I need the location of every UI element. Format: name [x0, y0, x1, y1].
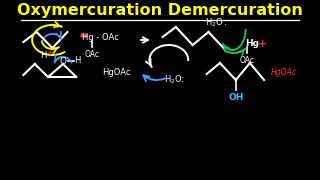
Text: :: :	[181, 74, 185, 84]
Text: HgOAc: HgOAc	[102, 68, 130, 76]
Text: Hg - OAc: Hg - OAc	[82, 33, 118, 42]
Text: O: O	[60, 57, 67, 66]
Text: H: H	[74, 55, 80, 64]
Text: +: +	[46, 48, 53, 57]
Text: OAc: OAc	[84, 50, 100, 59]
Text: H: H	[40, 51, 47, 60]
Text: H$_2$O: H$_2$O	[164, 74, 182, 86]
Text: Hg: Hg	[245, 39, 260, 48]
Text: Oxymercuration Demercuration: Oxymercuration Demercuration	[17, 3, 303, 18]
Text: +: +	[258, 39, 267, 49]
Text: H$_2$O: H$_2$O	[205, 17, 224, 29]
Text: OH: OH	[228, 93, 244, 102]
Text: OAc: OAc	[240, 56, 255, 65]
Text: HgOAc: HgOAc	[270, 68, 297, 76]
Text: :: :	[224, 17, 227, 27]
